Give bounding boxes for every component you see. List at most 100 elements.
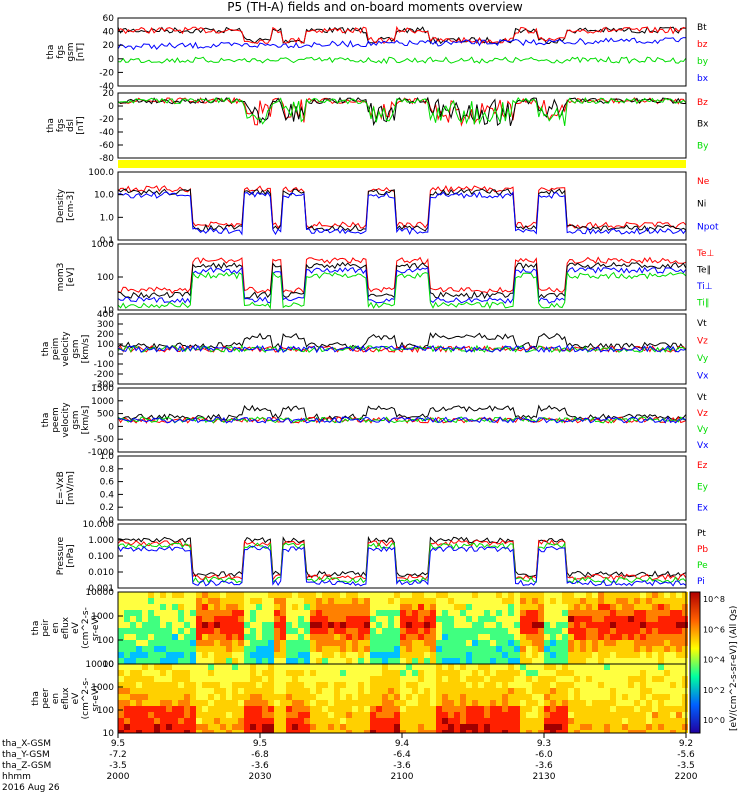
heatmap-cell	[154, 616, 160, 622]
heatmap-cell	[538, 646, 544, 652]
heatmap-cell	[490, 670, 496, 676]
heatmap-cell	[322, 610, 328, 616]
heatmap-cell	[478, 700, 484, 706]
ephemeris-row-label: hhmm	[2, 772, 31, 782]
heatmap-cell	[544, 730, 550, 733]
heatmap-cell	[358, 652, 364, 658]
heatmap-cell	[424, 718, 430, 724]
heatmap-cell	[310, 676, 316, 682]
heatmap-cell	[178, 706, 184, 712]
heatmap-cell	[676, 688, 682, 694]
y-axis-label: fgs	[56, 45, 66, 59]
heatmap-cell	[628, 730, 634, 733]
heatmap-cell	[226, 730, 232, 733]
heatmap-cell	[178, 616, 184, 622]
heatmap-cell	[244, 724, 250, 730]
heatmap-cell	[346, 622, 352, 628]
heatmap-cell	[412, 670, 418, 676]
heatmap-cell	[292, 616, 298, 622]
heatmap-cell	[304, 670, 310, 676]
heatmap-cell	[286, 646, 292, 652]
heatmap-cell	[184, 670, 190, 676]
heatmap-cell	[598, 730, 604, 733]
heatmap-cell	[178, 592, 184, 598]
heatmap-cell	[238, 604, 244, 610]
heatmap-cell	[634, 652, 640, 658]
heatmap-cell	[418, 622, 424, 628]
heatmap-cell	[562, 664, 568, 670]
heatmap-cell	[622, 712, 628, 718]
heatmap-cell	[532, 616, 538, 622]
heatmap-cell	[388, 658, 394, 664]
series-line-Pe	[117, 541, 687, 585]
heatmap-cell	[304, 706, 310, 712]
heatmap-cell	[424, 676, 430, 682]
heatmap-cell	[190, 646, 196, 652]
heatmap-cell	[280, 592, 286, 598]
heatmap-cell	[574, 610, 580, 616]
heatmap-cell	[172, 628, 178, 634]
heatmap-cell	[166, 652, 172, 658]
heatmap-cell	[586, 628, 592, 634]
heatmap-cell	[418, 604, 424, 610]
heatmap-cell	[364, 700, 370, 706]
heatmap-cell	[652, 664, 658, 670]
heatmap-cell	[214, 682, 220, 688]
heatmap-cell	[262, 610, 268, 616]
heatmap-cell	[286, 670, 292, 676]
heatmap-cell	[310, 682, 316, 688]
heatmap-cell	[490, 724, 496, 730]
heatmap-cell	[256, 658, 262, 664]
heatmap-cell	[454, 718, 460, 724]
heatmap-cell	[202, 652, 208, 658]
heatmap-cell	[634, 700, 640, 706]
heatmap-cell	[250, 670, 256, 676]
heatmap-cell	[250, 598, 256, 604]
heatmap-cell	[208, 610, 214, 616]
heatmap-cell	[280, 706, 286, 712]
heatmap-cell	[256, 664, 262, 670]
heatmap-cell	[238, 694, 244, 700]
heatmap-cell	[388, 664, 394, 670]
heatmap-cell	[466, 718, 472, 724]
heatmap-cell	[208, 724, 214, 730]
heatmap-cell	[640, 688, 646, 694]
heatmap-cell	[652, 604, 658, 610]
heatmap-cell	[286, 700, 292, 706]
heatmap-cell	[364, 730, 370, 733]
heatmap-cell	[514, 712, 520, 718]
heatmap-cell	[136, 724, 142, 730]
heatmap-cell	[346, 682, 352, 688]
heatmap-cell	[538, 676, 544, 682]
heatmap-cell	[634, 592, 640, 598]
heatmap-cell	[352, 718, 358, 724]
heatmap-cell	[538, 718, 544, 724]
heatmap-cell	[190, 688, 196, 694]
heatmap-cell	[346, 700, 352, 706]
heatmap-cell	[148, 652, 154, 658]
heatmap-cell	[556, 640, 562, 646]
heatmap-cell	[322, 688, 328, 694]
heatmap-cell	[412, 706, 418, 712]
heatmap-cell	[208, 664, 214, 670]
heatmap-cell	[136, 628, 142, 634]
heatmap-cell	[682, 718, 688, 724]
heatmap-cell	[124, 718, 130, 724]
heatmap-cell	[346, 652, 352, 658]
heatmap-cell	[538, 652, 544, 658]
heatmap-cell	[196, 640, 202, 646]
heatmap-cell	[382, 598, 388, 604]
heatmap-cell	[628, 592, 634, 598]
heatmap-cell	[238, 700, 244, 706]
heatmap-cell	[280, 634, 286, 640]
legend-entry: Ez	[697, 461, 708, 471]
heatmap-cell	[550, 706, 556, 712]
heatmap-cell	[430, 682, 436, 688]
heatmap-cell	[406, 718, 412, 724]
heatmap-cell	[574, 712, 580, 718]
heatmap-cell	[256, 652, 262, 658]
heatmap-cell	[124, 616, 130, 622]
heatmap-cell	[640, 712, 646, 718]
heatmap-cell	[406, 676, 412, 682]
heatmap-cell	[442, 610, 448, 616]
